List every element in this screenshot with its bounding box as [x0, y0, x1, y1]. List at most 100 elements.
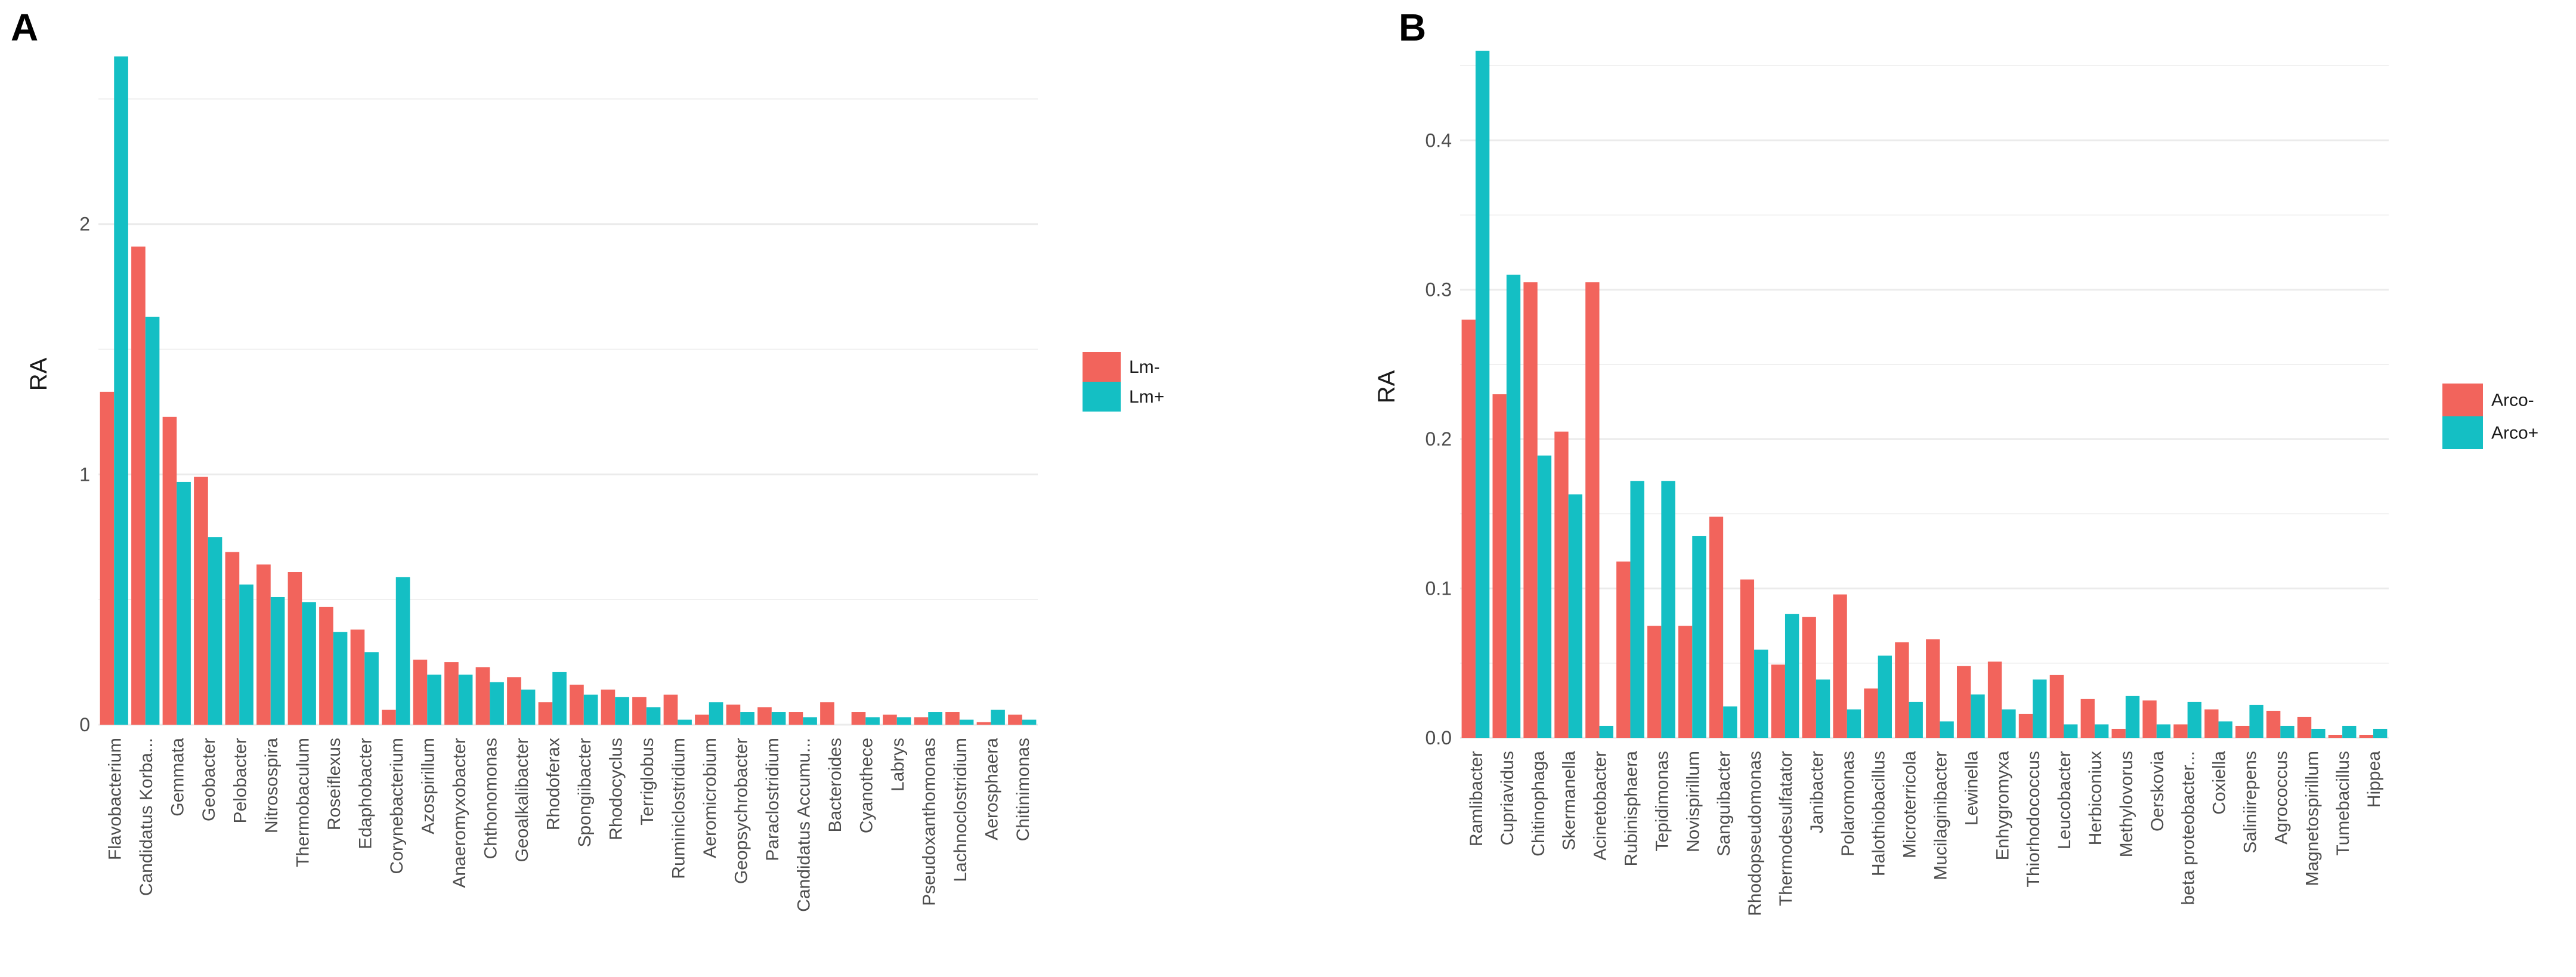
bar-arco-plus — [2311, 728, 2325, 738]
x-tick-label: Geobacter — [199, 738, 219, 821]
bar-lm-plus — [177, 481, 191, 725]
bar-lm-plus — [208, 537, 222, 725]
x-tick-label: Tepidimonas — [1652, 751, 1672, 851]
x-tick-label: Labrys — [888, 738, 908, 792]
bar-lm-minus — [851, 712, 866, 725]
x-tick-label: Paraclostridium — [763, 738, 783, 861]
x-tick-label: Sanguibacter — [1714, 751, 1734, 857]
bar-arco-minus — [1864, 688, 1878, 738]
x-tick-label: Spongiibacter — [575, 738, 595, 847]
x-tick-label: Cupriavidus — [1498, 751, 1517, 845]
y-tick-label: 0.0 — [1425, 727, 1452, 749]
bar-lm-minus — [225, 552, 240, 725]
bar-arco-minus — [1554, 431, 1569, 738]
bar-lm-minus — [945, 712, 960, 725]
bar-arco-plus — [1971, 694, 1985, 738]
bar-lm-plus — [991, 709, 1005, 725]
bar-lm-plus — [490, 682, 504, 725]
x-tick-label: Edaphobacter — [355, 738, 375, 849]
bar-lm-plus — [521, 690, 536, 725]
bar-arco-minus — [1987, 661, 2002, 738]
x-tick-label: Magnetospirillum — [2302, 751, 2322, 886]
bar-lm-plus — [1022, 719, 1037, 725]
bar-lm-minus — [475, 667, 490, 725]
y-tick-label: 0.1 — [1425, 578, 1452, 599]
bar-arco-plus — [1723, 706, 1737, 738]
bar-lm-plus — [803, 717, 817, 725]
x-tick-label: Chitinimonas — [1013, 738, 1033, 841]
x-tick-label: Chthonomonas — [481, 738, 500, 859]
x-tick-label: Herbiconiux — [2086, 751, 2105, 845]
bar-arco-minus — [2204, 709, 2219, 738]
bar-arco-minus — [2266, 710, 2281, 738]
bar-arco-minus — [2297, 716, 2312, 738]
bar-lm-plus — [239, 585, 253, 725]
bar-lm-plus — [364, 652, 379, 725]
bar-lm-plus — [928, 712, 942, 725]
bar-arco-minus — [2235, 725, 2250, 738]
legend-label: Lm- — [1129, 357, 1160, 377]
bar-lm-minus — [695, 715, 709, 725]
panel-label: B — [1399, 6, 1426, 49]
x-tick-label: Mucilaginibacter — [1931, 751, 1950, 880]
bar-arco-plus — [2156, 724, 2171, 738]
bar-lm-plus — [896, 717, 911, 725]
panel-label: A — [11, 6, 38, 49]
x-tick-label: Lachnoclostridium — [951, 738, 970, 882]
bar-arco-plus — [1816, 679, 1830, 738]
bar-arco-plus — [1940, 721, 1954, 738]
bar-arco-minus — [1709, 517, 1724, 738]
bar-arco-minus — [2328, 734, 2343, 738]
bar-arco-minus — [1740, 579, 1755, 738]
bar-lm-minus — [131, 246, 146, 725]
bar-lm-minus — [570, 684, 584, 725]
bar-arco-plus — [2094, 724, 2109, 738]
bar-arco-minus — [1895, 642, 1909, 738]
x-tick-label: Geoalkalibacter — [512, 738, 532, 862]
bar-arco-plus — [2002, 709, 2016, 738]
bar-lm-minus — [914, 717, 929, 725]
bar-lm-minus — [538, 702, 553, 725]
bar-lm-minus — [194, 477, 208, 725]
bar-lm-minus — [350, 629, 365, 725]
bar-lm-minus — [319, 607, 333, 725]
bar-arco-plus — [2033, 679, 2047, 738]
bar-arco-minus — [2080, 698, 2095, 738]
bar-lm-minus — [788, 712, 803, 725]
bar-arco-plus — [2373, 728, 2388, 738]
bar-arco-minus — [1926, 639, 1940, 738]
x-tick-label: Azospirillum — [418, 738, 438, 834]
chart-panel-a: A 0 1 2 RA Flavobacterium Candidatus Korba... G… — [11, 6, 1164, 912]
y-tick-label: 0.4 — [1425, 129, 1452, 151]
bar-lm-plus — [333, 632, 348, 725]
bar-arco-minus — [1802, 617, 1816, 738]
y-tick-label: 0.3 — [1425, 279, 1452, 301]
y-tick-label: 0.2 — [1425, 428, 1452, 450]
chart-panel-b: B 0.0 0.1 0.2 0.3 0.4 RA Ramlibacter Cupriavidus… — [1374, 6, 2538, 916]
bar-lm-minus — [820, 702, 834, 725]
bar-arco-minus — [1771, 664, 1785, 738]
bar-lm-plus — [145, 316, 160, 725]
bar-lm-minus — [601, 690, 616, 725]
bar-arco-plus — [1878, 656, 1892, 738]
bar-lm-minus — [444, 662, 459, 725]
x-tick-label: beta proteobacter... — [2179, 751, 2198, 905]
x-tick-label: Hippea — [2364, 751, 2384, 808]
y-axis-label: RA — [26, 357, 52, 391]
bar-arco-minus — [1585, 282, 1600, 738]
x-tick-label: Halothiobacillus — [1869, 751, 1889, 876]
bar-arco-plus — [1506, 274, 1521, 738]
bar-lm-plus — [771, 712, 786, 725]
y-axis-label: RA — [1374, 370, 1400, 403]
legend-swatch — [1083, 352, 1121, 382]
bar-lm-plus — [865, 717, 880, 725]
x-tick-label: Bacteroides — [825, 738, 845, 832]
x-tick-label: Acinetobacter — [1591, 751, 1610, 860]
bar-lm-plus — [709, 702, 723, 725]
bar-lm-plus — [615, 697, 629, 725]
bar-lm-minus — [287, 572, 302, 725]
bar-arco-plus — [1630, 481, 1644, 738]
bar-lm-minus — [632, 697, 647, 725]
bar-arco-minus — [1461, 319, 1476, 738]
